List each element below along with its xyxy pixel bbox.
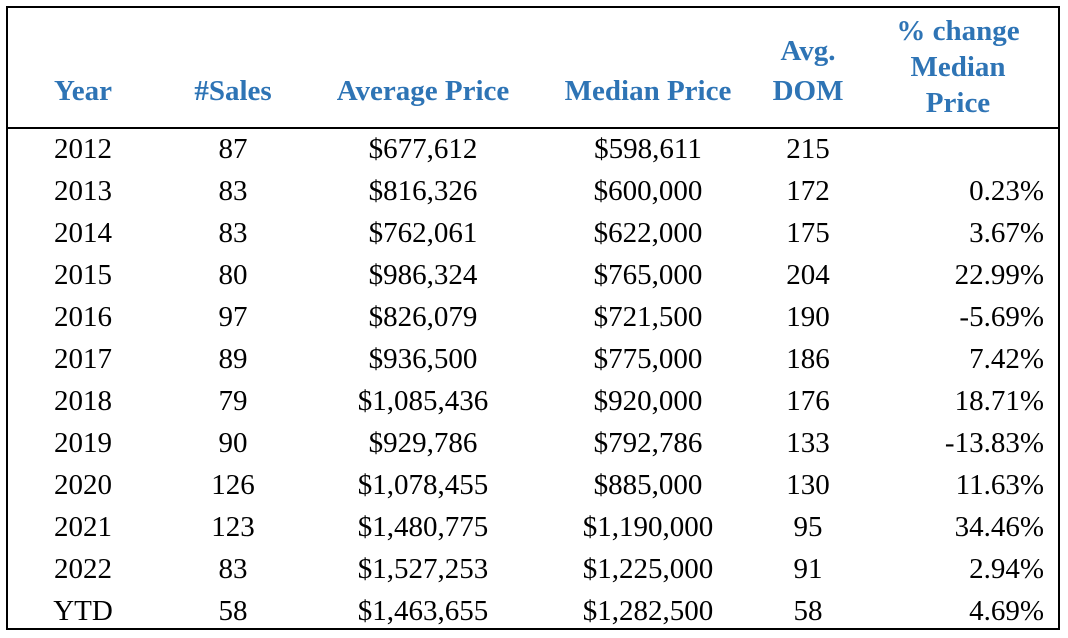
table-row: 2014 83 $762,061 $622,000 175 3.67% (8, 212, 1058, 254)
cell-average-price: $1,078,455 (357, 468, 489, 501)
cell-sales: 87 (218, 133, 248, 165)
cell-average-price: $929,786 (368, 426, 478, 459)
cell-median-price: $600,000 (593, 174, 703, 207)
cell-sales: 83 (218, 216, 248, 249)
cell-pct-change: 3.67% (969, 216, 1044, 249)
header-average-price: Average Price (308, 8, 538, 129)
header-median-price: Median Price (538, 8, 758, 129)
header-avg-dom-line2: DOM (772, 75, 844, 107)
cell-average-price: $1,085,436 (357, 384, 489, 417)
cell-pct-change: 2.94% (969, 552, 1044, 585)
cell-pct-change: 7.42% (969, 342, 1044, 375)
cell-pct-change (858, 128, 1058, 170)
cell-median-price: $920,000 (593, 384, 703, 417)
header-pct-change: % change Median Price (858, 8, 1058, 129)
cell-avg-dom: 190 (786, 300, 830, 333)
sales-table: Year #Sales Average Price Median Price A… (8, 8, 1058, 632)
cell-avg-dom: 91 (793, 552, 823, 585)
cell-median-price: $1,225,000 (582, 552, 714, 585)
cell-average-price: $1,527,253 (357, 552, 489, 585)
table-row: 2016 97 $826,079 $721,500 190 -5.69% (8, 296, 1058, 338)
header-sales: #Sales (158, 8, 308, 129)
header-avg-dom-line1: Avg. (780, 35, 836, 67)
cell-avg-dom: 130 (786, 468, 830, 501)
cell-sales: 97 (218, 300, 248, 333)
cell-year: 2019 (54, 426, 112, 459)
cell-average-price: $1,463,655 (357, 594, 489, 627)
cell-year: 2014 (54, 216, 112, 249)
cell-year: 2013 (54, 174, 112, 207)
cell-sales: 123 (211, 510, 255, 543)
cell-avg-dom: 58 (793, 594, 823, 627)
cell-year: 2021 (54, 510, 112, 543)
cell-median-price: $598,611 (594, 133, 702, 165)
cell-sales: 90 (218, 426, 248, 459)
cell-sales: 79 (218, 384, 248, 417)
cell-pct-change: -5.69% (959, 300, 1044, 333)
cell-average-price: $1,480,775 (357, 510, 489, 543)
table-row: 2012 87 $677,612 $598,611 215 (8, 128, 1058, 170)
header-avg-dom: Avg. DOM (758, 8, 858, 129)
cell-median-price: $885,000 (593, 468, 703, 501)
cell-year: 2022 (54, 552, 112, 585)
header-pct-change-line3: Price (925, 87, 991, 119)
cell-year: 2017 (54, 342, 112, 375)
cell-pct-change: 18.71% (954, 384, 1044, 417)
table-row: 2015 80 $986,324 $765,000 204 22.99% (8, 254, 1058, 296)
cell-average-price: $816,326 (368, 174, 478, 207)
cell-median-price: $1,282,500 (582, 594, 714, 627)
cell-pct-change: 4.69% (969, 594, 1044, 627)
table-row: 2018 79 $1,085,436 $920,000 176 18.71% (8, 380, 1058, 422)
cell-avg-dom: 186 (786, 342, 830, 375)
cell-avg-dom: 176 (786, 384, 830, 417)
cell-pct-change: 22.99% (954, 258, 1044, 291)
cell-avg-dom: 172 (786, 174, 830, 207)
table-body: 2012 87 $677,612 $598,611 215 2013 83 $816,326 $… (8, 128, 1058, 632)
cell-year: 2020 (54, 468, 112, 501)
cell-avg-dom: 95 (793, 510, 823, 543)
table-row: YTD 58 $1,463,655 $1,282,500 58 4.69% (8, 590, 1058, 632)
cell-year: 2016 (54, 300, 112, 333)
header-year: Year (8, 8, 158, 129)
cell-year: 2012 (54, 133, 112, 165)
cell-median-price: $775,000 (593, 342, 703, 375)
header-pct-change-line1: % change (896, 15, 1020, 47)
cell-median-price: $1,190,000 (582, 510, 714, 543)
table-row: 2017 89 $936,500 $775,000 186 7.42% (8, 338, 1058, 380)
cell-sales: 80 (218, 258, 248, 291)
cell-avg-dom: 215 (786, 133, 830, 165)
cell-avg-dom: 133 (786, 426, 830, 459)
cell-average-price: $677,612 (368, 133, 478, 165)
cell-avg-dom: 175 (786, 216, 830, 249)
cell-median-price: $792,786 (593, 426, 703, 459)
table-row: 2019 90 $929,786 $792,786 133 -13.83% (8, 422, 1058, 464)
cell-year: YTD (53, 594, 113, 627)
cell-pct-change: -13.83% (944, 426, 1044, 459)
sales-table-frame: Year #Sales Average Price Median Price A… (6, 6, 1060, 630)
table-row: 2020 126 $1,078,455 $885,000 130 11.63% (8, 464, 1058, 506)
cell-pct-change: 34.46% (954, 510, 1044, 543)
cell-sales: 126 (211, 468, 255, 501)
table-row: 2021 123 $1,480,775 $1,190,000 95 34.46% (8, 506, 1058, 548)
cell-pct-change: 11.63% (955, 468, 1044, 501)
table-row: 2013 83 $816,326 $600,000 172 0.23% (8, 170, 1058, 212)
cell-sales: 58 (218, 594, 248, 627)
cell-pct-change: 0.23% (969, 174, 1044, 207)
cell-average-price: $986,324 (368, 258, 478, 291)
cell-sales: 89 (218, 342, 248, 375)
cell-year: 2015 (54, 258, 112, 291)
cell-year: 2018 (54, 384, 112, 417)
cell-sales: 83 (218, 174, 248, 207)
cell-average-price: $762,061 (368, 216, 478, 249)
cell-average-price: $826,079 (368, 300, 478, 333)
cell-avg-dom: 204 (786, 258, 830, 291)
cell-average-price: $936,500 (368, 342, 478, 375)
cell-median-price: $765,000 (593, 258, 703, 291)
header-row: Year #Sales Average Price Median Price A… (8, 8, 1058, 129)
header-pct-change-line2: Median (910, 51, 1006, 83)
cell-median-price: $622,000 (593, 216, 703, 249)
table-row: 2022 83 $1,527,253 $1,225,000 91 2.94% (8, 548, 1058, 590)
cell-sales: 83 (218, 552, 248, 585)
cell-median-price: $721,500 (593, 300, 703, 333)
